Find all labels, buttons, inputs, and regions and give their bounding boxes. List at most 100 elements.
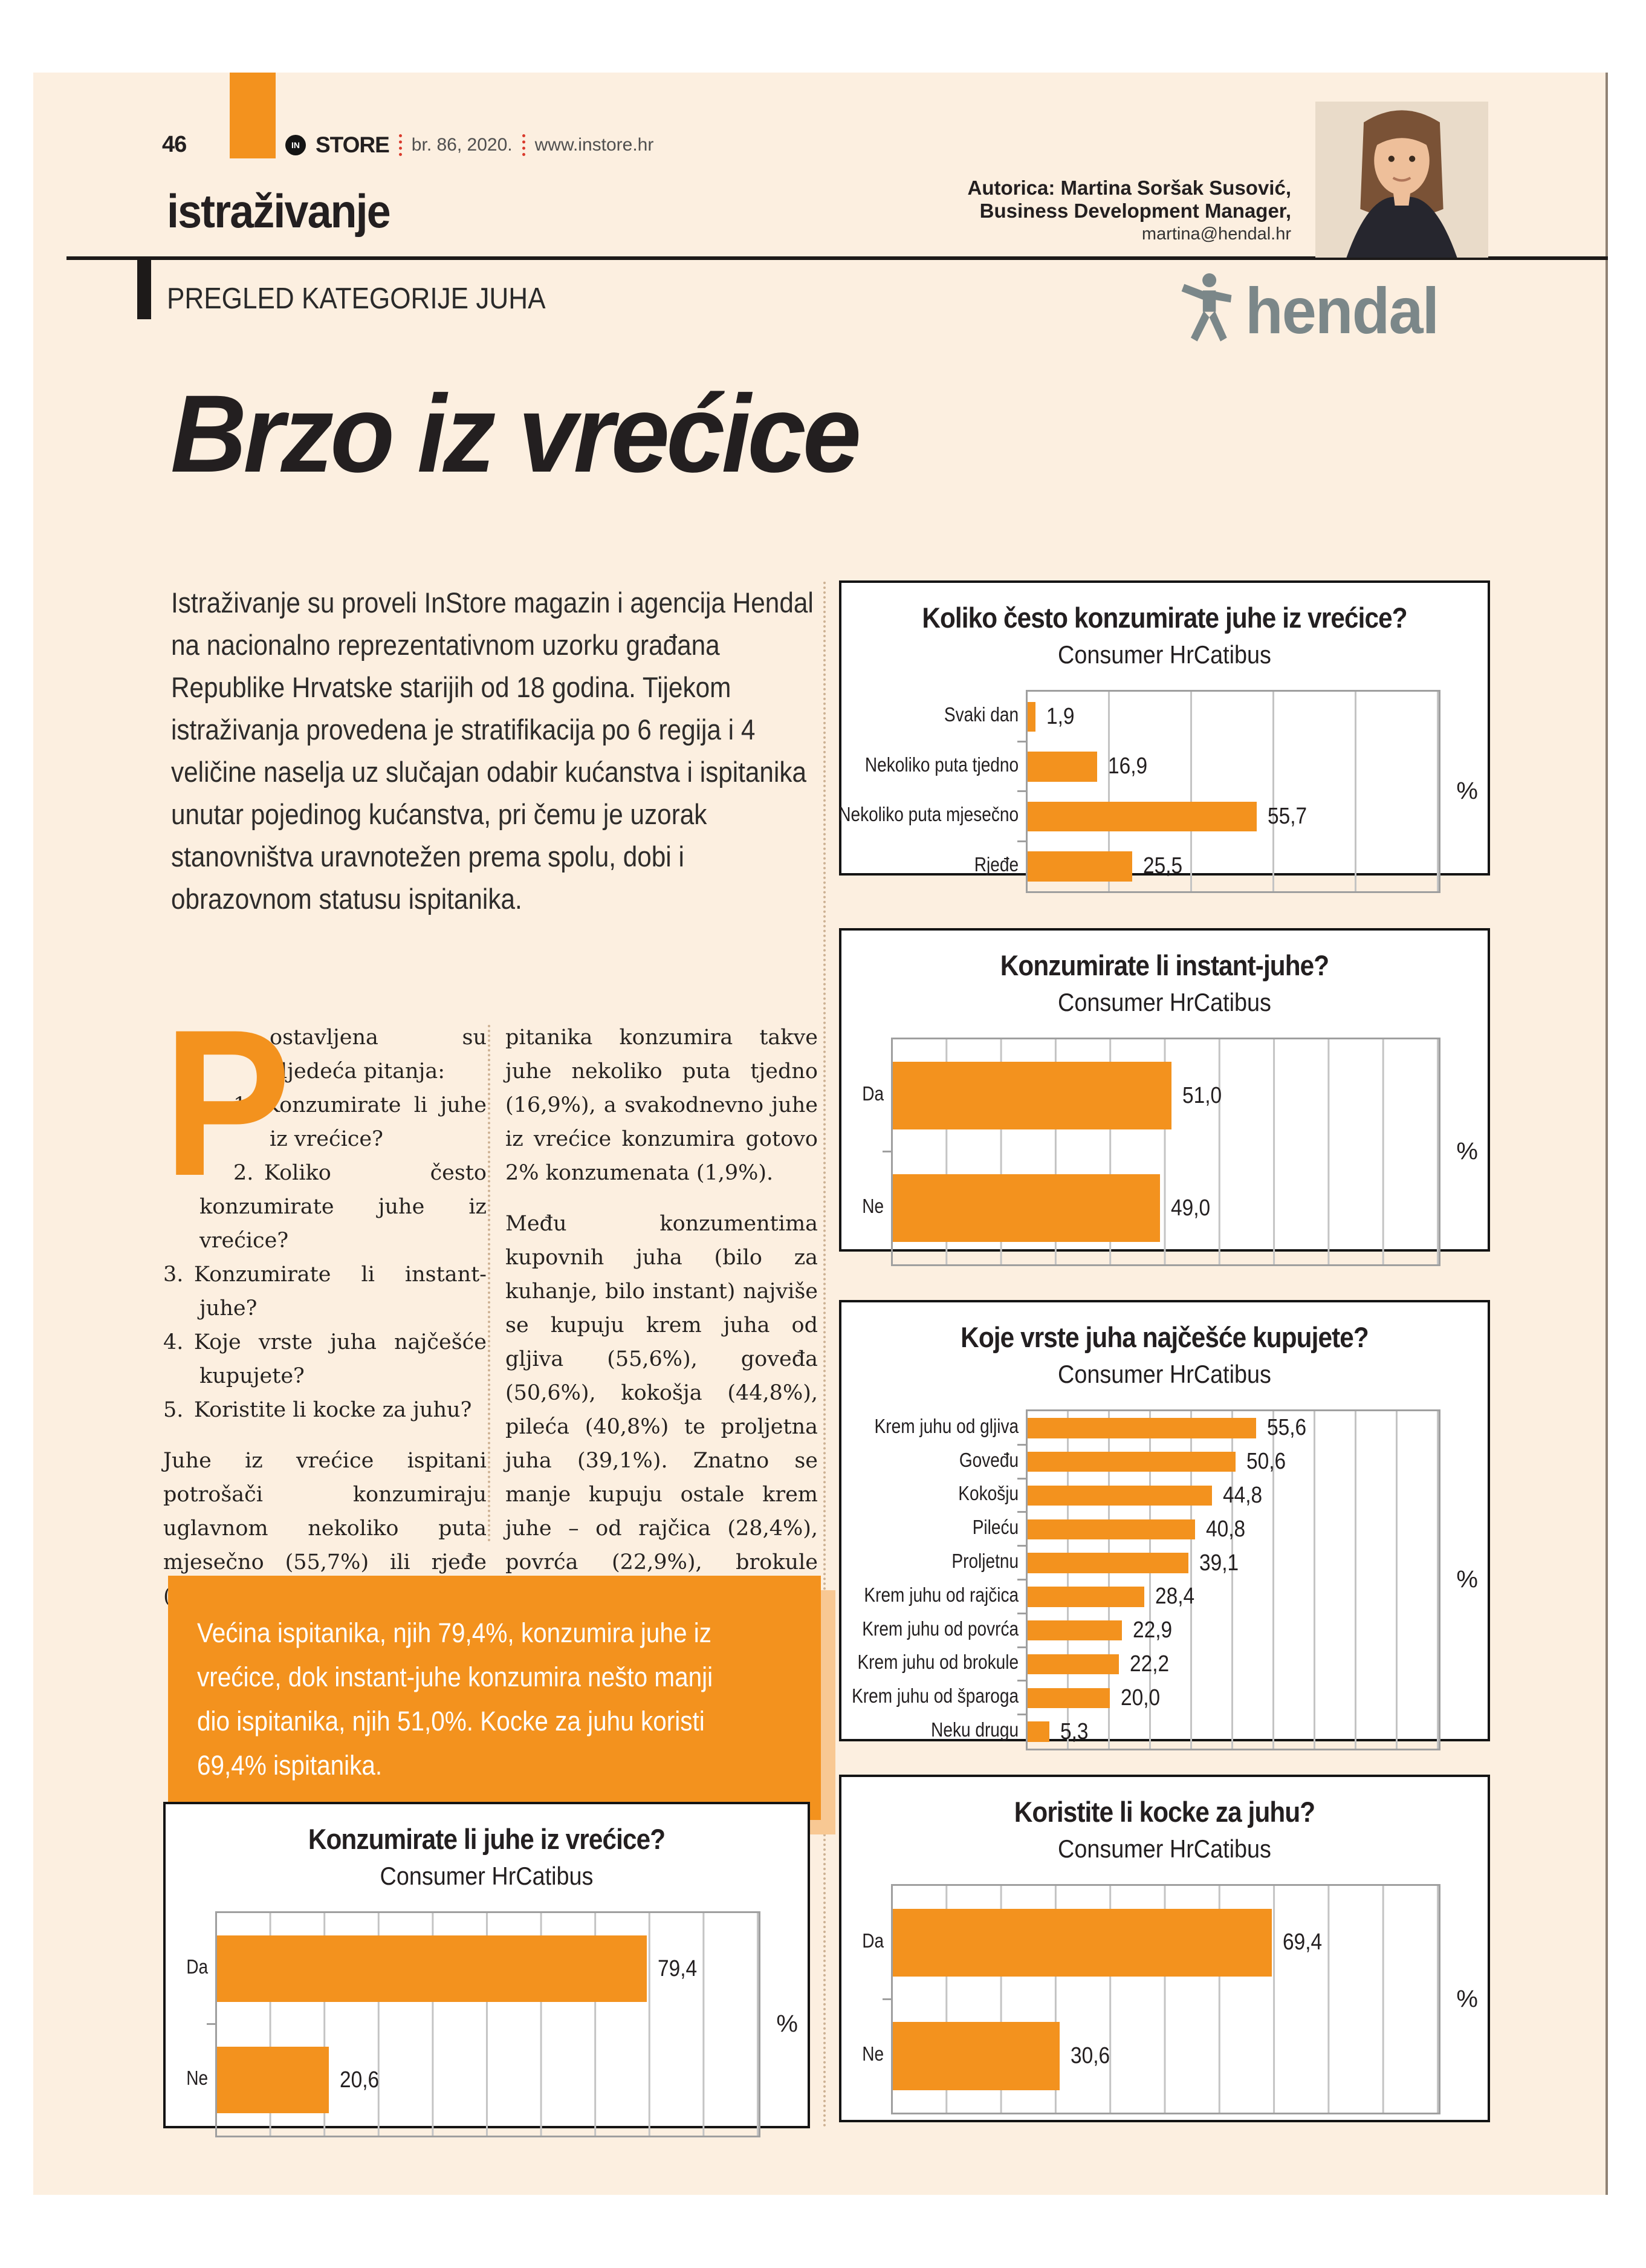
chart-title: Koliko često konzumirate juhe iz vrećice… — [922, 602, 1407, 634]
chart-plot-area: Svaki dan Nekoliko puta tjedno Nekoliko pu… — [838, 690, 1478, 893]
bar-row: 30,6 — [883, 1998, 1439, 2113]
author-photo — [1315, 102, 1488, 258]
dotted-separator-icon — [522, 134, 525, 156]
bar — [1028, 752, 1097, 782]
question-item: 1. Konzumirate li juhe iz vrećice? — [233, 1093, 487, 1151]
bar-row: 20,6 — [207, 2023, 759, 2136]
drop-cap: P — [163, 987, 291, 1220]
value-label: 1,9 — [1046, 703, 1075, 729]
bar — [1028, 1587, 1145, 1607]
bar — [893, 1062, 1171, 1129]
question-item: 3. Konzumirate li instant-juhe? — [163, 1262, 487, 1321]
charts-divider-dotted — [823, 582, 826, 2128]
value-label: 28,4 — [1155, 1584, 1195, 1610]
article-kicker: PREGLED KATEGORIJE JUHA — [167, 282, 546, 315]
chart-frequency: Koliko često konzumirate juhe iz vrećice… — [838, 580, 1490, 893]
issue-label: br. 86, 2020. — [411, 135, 513, 155]
highlight-text: Većina ispitanika, njih 79,4%, konzumira… — [197, 1617, 713, 1781]
category-label: Nekoliko puta mjesečno — [838, 803, 1019, 826]
value-label: 51,0 — [1182, 1082, 1222, 1108]
bar-row: 40,8 — [1017, 1511, 1439, 1546]
column2-paragraph-2-text: Među konzumentima kupovnih juha (bilo za… — [505, 1212, 818, 1608]
chart-subtitle: Consumer HrCatibus — [1058, 988, 1271, 1016]
category-label: Da — [862, 1929, 884, 1952]
bar — [1028, 1418, 1257, 1438]
bar-row: 50,6 — [1017, 1443, 1439, 1479]
bar — [1028, 1721, 1050, 1742]
bar-row: 20,0 — [1017, 1680, 1439, 1715]
bar-row: 5,3 — [1017, 1714, 1439, 1749]
category-label: Krem juhu od rajčica — [864, 1583, 1019, 1606]
bar — [1028, 801, 1257, 831]
category-label: Neku drugu — [931, 1718, 1019, 1741]
bar-row: 55,7 — [1017, 790, 1439, 842]
axis-unit-label: % — [1456, 1138, 1478, 1165]
chart-title: Konzumirate li instant-juhe? — [1000, 949, 1329, 981]
value-label: 55,6 — [1267, 1415, 1307, 1441]
chart-subtitle: Consumer HrCatibus — [1058, 640, 1271, 669]
category-label: Proljetnu — [951, 1550, 1019, 1573]
bar-row: 69,4 — [893, 1886, 1439, 2000]
bar — [893, 1908, 1272, 1977]
bar-row: 55,6 — [1028, 1411, 1439, 1445]
chart-plot-area: Da Ne 79,4 20,6% — [178, 1911, 798, 2137]
value-label: 49,0 — [1171, 1195, 1211, 1221]
value-label: 16,9 — [1107, 753, 1147, 779]
bar-row: 22,9 — [1017, 1612, 1439, 1648]
dotted-separator-icon — [398, 134, 402, 156]
website-link: www.instore.hr — [534, 135, 654, 155]
bar-row: 39,1 — [1017, 1545, 1439, 1580]
bar — [217, 2046, 329, 2114]
value-label: 25,5 — [1143, 853, 1183, 879]
value-label: 50,6 — [1246, 1449, 1286, 1475]
category-label: Krem juhu od šparoga — [852, 1685, 1019, 1707]
category-label: Da — [186, 1955, 209, 1978]
bar-row: 49,0 — [883, 1151, 1439, 1264]
chart-title: Konzumirate li juhe iz vrećice? — [308, 1823, 666, 1855]
highlight-box: Većina ispitanika, njih 79,4%, konzumira… — [168, 1576, 821, 1820]
author-role: Business Development Manager, — [979, 200, 1291, 222]
value-label: 79,4 — [658, 1955, 698, 1981]
bar — [1028, 1553, 1188, 1573]
value-label: 44,8 — [1222, 1482, 1262, 1508]
text-column-1: P ostavljena su sljedeća pitanja: 1. Kon… — [163, 987, 487, 1613]
axis-unit-label: % — [1456, 778, 1478, 805]
bar — [1028, 701, 1035, 732]
chart-subtitle: Consumer HrCatibus — [380, 1862, 594, 1890]
chart-soup-types: Koje vrste juha najčešće kupujete? Consum… — [839, 1300, 1490, 1750]
bar-row: 25,5 — [1017, 840, 1439, 892]
value-label: 39,1 — [1199, 1550, 1239, 1576]
value-label: 22,2 — [1129, 1651, 1170, 1677]
chart-instant-soups: Konzumirate li instant-juhe? Consumer HrC… — [839, 928, 1490, 1266]
category-label: Rjeđe — [974, 853, 1019, 876]
category-label: Svaki dan — [944, 703, 1019, 726]
questions-list: 1. Konzumirate li juhe iz vrećice? 2. Kol… — [163, 1088, 487, 1427]
chart-soup-cubes: Koristite li kocke za juhu? Consumer HrCa… — [839, 1775, 1490, 2122]
axis-unit-label: % — [1456, 1986, 1478, 2012]
axis-unit-label: % — [776, 2010, 798, 2038]
bar-row: 16,9 — [1017, 740, 1439, 792]
bar — [1028, 1451, 1236, 1472]
intro-paragraph: Istraživanje su proveli InStore magazin … — [171, 586, 814, 915]
value-label: 5,3 — [1060, 1718, 1089, 1744]
bar — [1028, 1688, 1110, 1708]
store-logo-text: STORE — [316, 132, 390, 157]
value-label: 20,6 — [339, 2067, 379, 2093]
category-label: Da — [862, 1082, 884, 1105]
category-label: Ne — [862, 1195, 884, 1217]
chart-subtitle: Consumer HrCatibus — [1058, 1360, 1271, 1388]
hendal-person-icon — [1179, 273, 1234, 348]
bar-row: 1,9 — [1028, 692, 1439, 742]
chart-plot-area: Da Ne 51,0 49,0% — [854, 1038, 1478, 1266]
chart-subtitle: Consumer HrCatibus — [1058, 1834, 1271, 1863]
page-edge-line — [1605, 73, 1608, 2195]
chart-plot-area: Da Ne 69,4 30,6% — [854, 1884, 1478, 2114]
author-block: Autorica: Martina Soršak Susović, Busine… — [864, 177, 1292, 245]
questions-lead: ostavljena su sljedeća pitanja: — [270, 1025, 487, 1084]
value-label: 22,9 — [1132, 1617, 1172, 1643]
chart-plot-area: Krem juhu od gljiva Goveđu Kokošju Pileću Pr… — [852, 1409, 1478, 1750]
header-rule — [66, 256, 1608, 260]
chart-title: Koristite li kocke za juhu? — [1014, 1796, 1315, 1828]
bar-row: 22,2 — [1017, 1646, 1439, 1682]
